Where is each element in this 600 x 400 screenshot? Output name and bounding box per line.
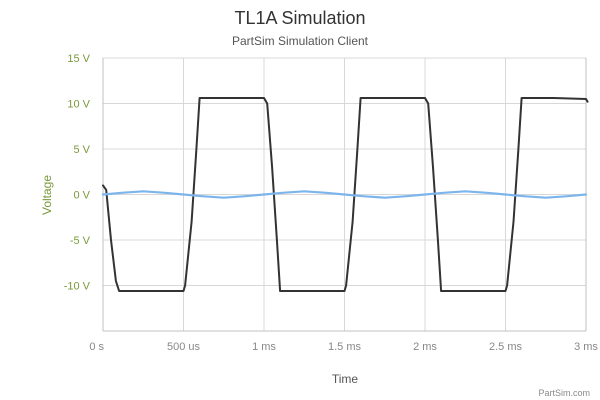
y-tick-labels: 15 V 10 V 5 V 0 V -5 V -10 V [64, 53, 91, 293]
x-tick-label: 2.5 ms [489, 341, 523, 353]
y-tick-label: -10 V [64, 281, 91, 293]
x-tick-label: 500 us [167, 341, 201, 353]
series-line-sine-wave [101, 190, 588, 199]
x-tick-label: 3 ms [574, 341, 598, 353]
x-tick-labels: 0 s 500 us 1 ms 1.5 ms 2 ms 2.5 ms 3 ms [89, 341, 598, 353]
chart-title: TL1A Simulation [234, 8, 365, 28]
x-tick-label: 1.5 ms [328, 341, 362, 353]
y-axis-label: Voltage [40, 175, 54, 215]
series-lines [101, 97, 589, 292]
y-tick-label: 5 V [73, 144, 90, 156]
y-tick-label: 15 V [67, 53, 90, 65]
x-axis-label: Time [332, 372, 359, 386]
y-tick-label: -5 V [70, 235, 91, 247]
chart-subtitle: PartSim Simulation Client [232, 34, 369, 48]
x-tick-label: 2 ms [413, 341, 437, 353]
y-tick-label: 10 V [67, 99, 90, 111]
x-tick-label: 1 ms [252, 341, 276, 353]
y-tick-label: 0 V [73, 190, 90, 202]
credit-link[interactable]: PartSim.com [538, 388, 590, 398]
x-tick-label: 0 s [89, 341, 104, 353]
series-line-square-wave [102, 97, 589, 292]
